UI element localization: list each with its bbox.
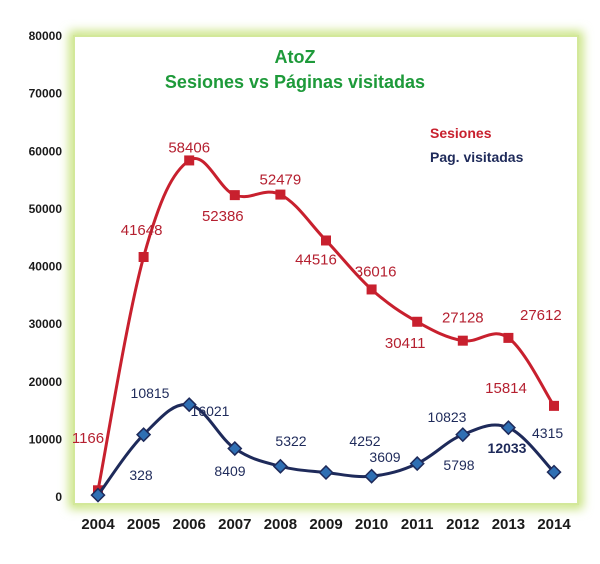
- pag-visitadas-point: [136, 427, 152, 443]
- sesiones-data-label: 58406: [168, 139, 210, 156]
- x-tick-label: 2011: [401, 516, 434, 533]
- sesiones-data-label: 27612: [520, 307, 562, 324]
- x-tick-label: 2008: [264, 516, 297, 533]
- pag-visitadas-data-label: 3609: [369, 449, 400, 465]
- pag-visitadas-point: [455, 427, 471, 443]
- series-line-sesiones: [96, 157, 556, 491]
- pag-visitadas-point: [500, 420, 516, 436]
- sesiones-data-label: 30411: [385, 335, 426, 352]
- sesiones-data-label: 1166: [72, 430, 104, 447]
- pag-visitadas-data-label: 12033: [488, 440, 527, 456]
- x-tick-label: 2006: [173, 516, 206, 533]
- sesiones-point: [229, 190, 240, 201]
- x-tick-label: 2009: [309, 516, 342, 533]
- pag-visitadas-data-label: 4252: [349, 433, 380, 449]
- x-tick-label: 2004: [81, 516, 115, 533]
- pag-visitadas-point: [318, 464, 334, 481]
- x-tick-label: 2013: [492, 516, 525, 533]
- y-tick-label: 10000: [29, 432, 63, 446]
- sesiones-point: [503, 332, 514, 343]
- chart-title: AtoZ: [275, 47, 316, 67]
- x-tick-label: 2005: [127, 516, 160, 533]
- x-axis-ticks: 2004 2005 2006 2007 2008 2009 2010 2011 2012 2013…: [81, 516, 571, 533]
- sesiones-point: [138, 252, 149, 263]
- x-tick-label: 2012: [446, 516, 479, 533]
- pag-visitadas-data-label: 5798: [443, 457, 474, 473]
- pag-visitadas-data-label: 328: [129, 467, 153, 483]
- pag-visitadas-data-label: 16021: [191, 403, 230, 419]
- sesiones-point: [549, 400, 559, 411]
- sesiones-point: [457, 335, 468, 346]
- pag-visitadas-point: [364, 468, 380, 484]
- sesiones-point: [412, 316, 423, 327]
- y-tick-label: 50000: [29, 202, 63, 216]
- y-tick-label: 70000: [29, 87, 63, 101]
- pag-visitadas-point: [409, 456, 425, 472]
- legend-pag-visitadas: Pag. visitadas: [430, 149, 524, 165]
- x-tick-label: 2007: [218, 516, 251, 533]
- pag-visitadas-data-label: 8409: [214, 463, 245, 479]
- y-tick-label: 40000: [29, 260, 63, 274]
- sesiones-data-label: 15814: [485, 380, 527, 397]
- legend-sesiones: Sesiones: [430, 125, 492, 141]
- sesiones-data-label: 36016: [355, 263, 397, 280]
- y-tick-label: 30000: [29, 317, 63, 331]
- pag-visitadas-data-label: 10823: [428, 409, 467, 425]
- y-tick-label: 80000: [29, 29, 63, 43]
- pag-visitadas-data-label: 10815: [131, 385, 170, 401]
- sesiones-data-label: 52386: [202, 208, 244, 225]
- y-tick-label: 0: [55, 490, 62, 504]
- pag-visitadas-point: [227, 440, 243, 457]
- pag-visitadas-point: [181, 397, 197, 413]
- sesiones-point: [366, 284, 377, 295]
- y-tick-label: 20000: [29, 375, 63, 389]
- x-tick-label: 2014: [537, 516, 571, 533]
- y-axis-ticks: 0 10000 20000 30000 40000 50000 60000 70000 8000…: [29, 29, 63, 504]
- pag-visitadas-point: [546, 464, 562, 480]
- series-layer: [90, 155, 562, 503]
- x-tick-label: 2010: [355, 516, 388, 533]
- sesiones-data-label: 52479: [260, 172, 302, 189]
- pag-visitadas-data-label: 5322: [275, 433, 306, 449]
- chart-subtitle: Sesiones vs Páginas visitadas: [165, 72, 425, 92]
- sesiones-point: [275, 189, 286, 200]
- y-tick-label: 60000: [29, 144, 63, 158]
- sesiones-data-label: 44516: [295, 251, 337, 268]
- pag-visitadas-data-label: 4315: [532, 425, 563, 441]
- data-labels: 1166 41648 58406 52386 52479 44516 36016 30411 2…: [72, 139, 563, 483]
- sesiones-data-label: 41648: [121, 222, 163, 239]
- pag-visitadas-point: [90, 487, 106, 503]
- sesiones-point: [321, 235, 331, 246]
- sesiones-data-label: 27128: [442, 310, 484, 327]
- sesiones-point: [184, 155, 195, 166]
- pag-visitadas-point: [272, 458, 288, 474]
